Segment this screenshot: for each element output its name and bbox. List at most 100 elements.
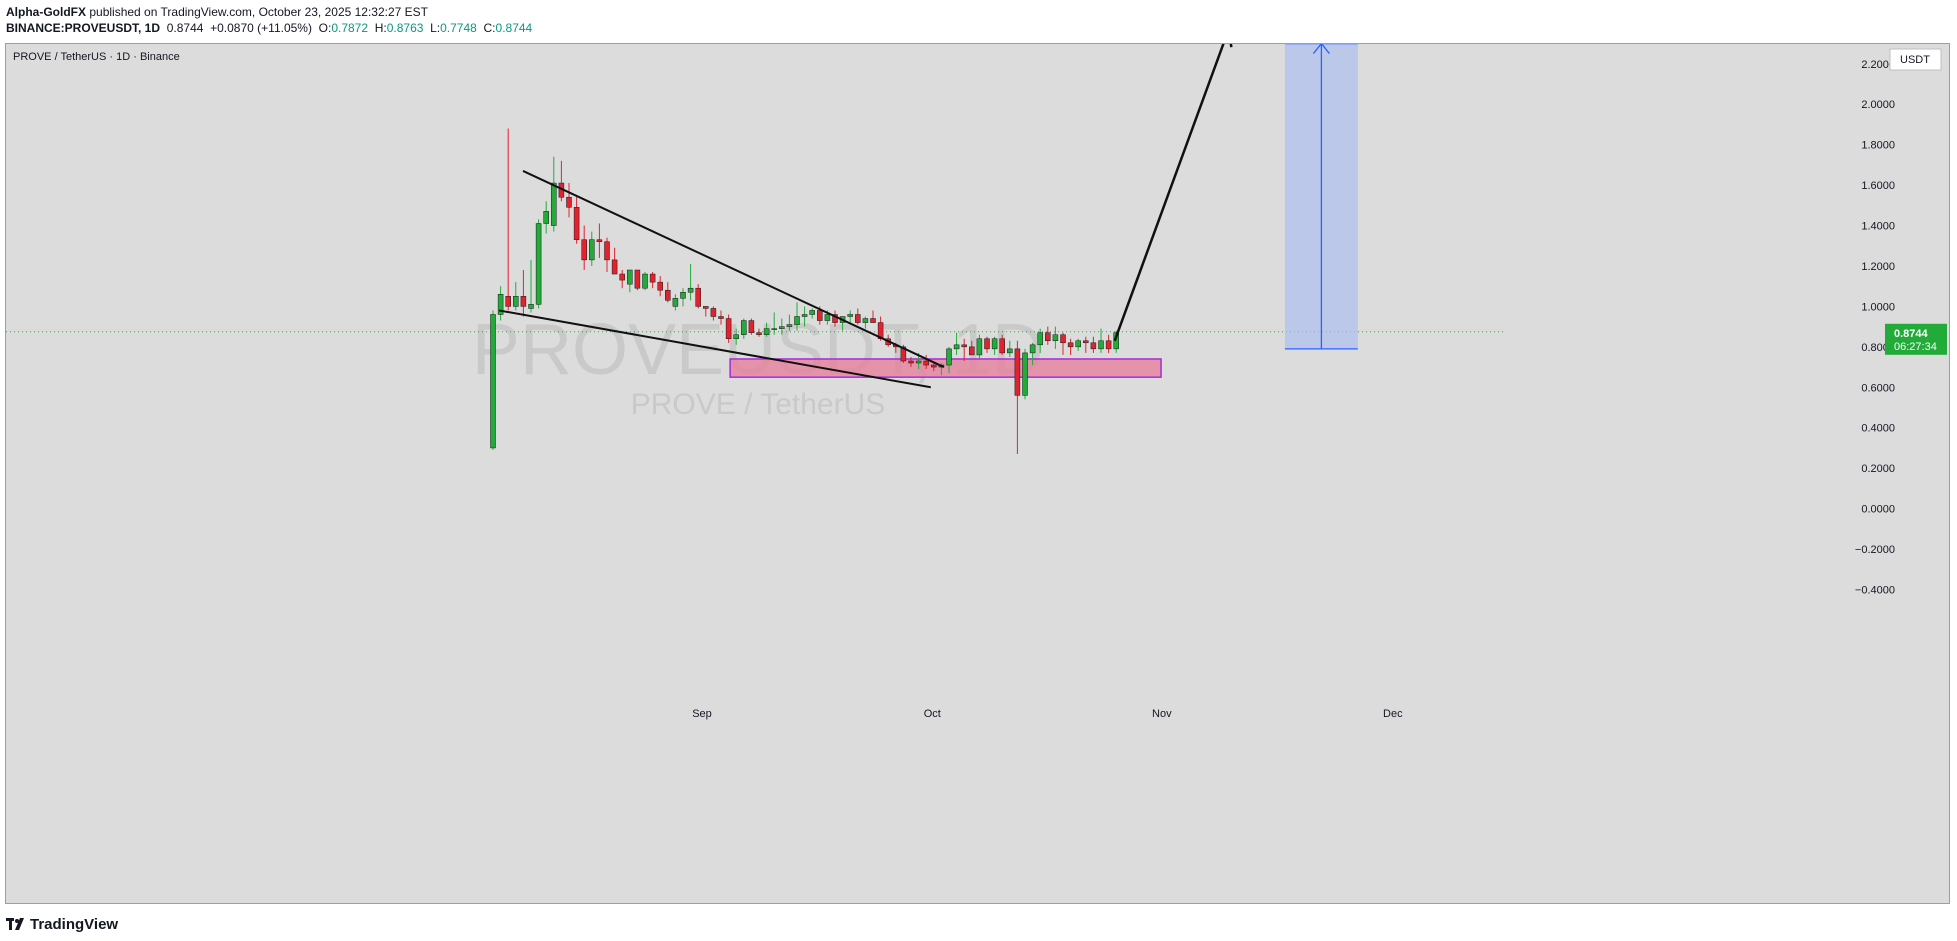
low-label: L: bbox=[430, 21, 441, 35]
price-axis-label: 0.2000 bbox=[1861, 463, 1895, 475]
candle-body bbox=[855, 314, 861, 323]
price-axis-label: 0.4000 bbox=[1861, 423, 1895, 435]
last-price: 0.8744 bbox=[166, 21, 204, 35]
candle-body bbox=[725, 318, 732, 340]
candle-body bbox=[733, 334, 739, 340]
candle-body bbox=[1090, 342, 1097, 350]
candle-body bbox=[627, 269, 633, 285]
candle-body bbox=[923, 360, 929, 366]
tradingview-brand: TradingView bbox=[30, 915, 119, 933]
candle-body bbox=[748, 320, 755, 333]
time-axis-label: Sep bbox=[692, 708, 712, 720]
low-value: 0.7748 bbox=[440, 21, 477, 35]
candle-body bbox=[900, 346, 907, 362]
candle-body bbox=[931, 364, 937, 368]
candle-body bbox=[976, 338, 983, 356]
candle-body bbox=[710, 308, 717, 317]
candle-body bbox=[991, 338, 998, 350]
candle-body bbox=[999, 338, 1005, 354]
wedge-lower-trendline[interactable] bbox=[498, 309, 931, 389]
candle-body bbox=[718, 316, 724, 319]
candle-body bbox=[619, 273, 625, 281]
time-axis-label: Oct bbox=[924, 708, 941, 720]
candle-body bbox=[786, 324, 793, 327]
current-price-tag bbox=[1885, 323, 1947, 355]
high-value: 0.8763 bbox=[386, 21, 424, 35]
candle-body bbox=[741, 320, 747, 335]
candle-body bbox=[1014, 348, 1021, 396]
currency-button[interactable] bbox=[1889, 48, 1942, 71]
price-axis-label: 1.0000 bbox=[1861, 301, 1895, 313]
candle-body bbox=[596, 239, 603, 242]
candle-body bbox=[634, 269, 641, 289]
currency-button-label: USDT bbox=[1900, 54, 1930, 66]
tradingview-logo-icon bbox=[6, 918, 24, 930]
candle-body bbox=[695, 287, 701, 307]
symbol-label: BINANCE:PROVEUSDT, 1D bbox=[6, 21, 161, 35]
candle-body bbox=[604, 241, 610, 261]
price-axis-label: 1.8000 bbox=[1861, 140, 1895, 152]
candle-body bbox=[1098, 340, 1104, 350]
price-axis-label: 1.2000 bbox=[1861, 261, 1895, 273]
candle-body bbox=[862, 318, 869, 323]
candle-body bbox=[1060, 334, 1066, 344]
candle-body bbox=[824, 314, 831, 321]
candle-body bbox=[779, 326, 785, 329]
candle-body bbox=[969, 346, 975, 356]
candle-body bbox=[520, 296, 527, 307]
candle-body bbox=[1022, 352, 1028, 396]
candle-body bbox=[581, 239, 587, 261]
wedge-upper-trendline[interactable] bbox=[522, 170, 945, 368]
bar-countdown: 06:27:34 bbox=[1894, 341, 1937, 353]
price-axis-label: 1.6000 bbox=[1861, 180, 1895, 192]
candle-body bbox=[946, 348, 952, 366]
candle-body bbox=[543, 211, 549, 224]
candle-body bbox=[756, 332, 762, 335]
candle-body bbox=[801, 314, 808, 317]
candle-body bbox=[566, 196, 572, 208]
time-axis-label: Nov bbox=[1152, 708, 1172, 720]
candle-body bbox=[642, 273, 648, 289]
close-value: 0.8744 bbox=[495, 21, 533, 35]
candle-body bbox=[611, 259, 618, 275]
candle-body bbox=[665, 289, 671, 301]
candle-body bbox=[877, 322, 884, 340]
candle-body bbox=[961, 344, 967, 348]
candle-body bbox=[1037, 332, 1043, 346]
candle-body bbox=[1007, 348, 1013, 354]
tradingview-footer: TradingView bbox=[6, 913, 118, 935]
candle-body bbox=[528, 304, 534, 309]
open-value: 0.7872 bbox=[331, 21, 369, 35]
candle-body bbox=[809, 310, 815, 315]
price-change: +0.0870 (+11.05%) bbox=[210, 21, 312, 35]
price-axis-label: 0.0000 bbox=[1861, 504, 1895, 516]
candle-body bbox=[1105, 340, 1112, 350]
price-axis-label: 0.6000 bbox=[1861, 382, 1895, 394]
candle-body bbox=[763, 328, 770, 335]
price-axis-label: 1.4000 bbox=[1861, 221, 1895, 233]
author-name[interactable]: Alpha-GoldFX bbox=[6, 5, 86, 19]
candle-body bbox=[1113, 332, 1119, 350]
chart-title: PROVE / TetherUS · 1D · Binance bbox=[13, 51, 180, 63]
price-axis-label: −0.4000 bbox=[1855, 584, 1895, 596]
projection-arrow[interactable] bbox=[1113, 44, 1229, 342]
close-label: C: bbox=[483, 21, 496, 35]
support-zone[interactable] bbox=[729, 358, 1162, 378]
candle-body bbox=[513, 296, 519, 307]
candle-body bbox=[915, 360, 922, 364]
chart-frame[interactable]: PROVEUSDT, 1D PROVE / TetherUS PROVE / Tet… bbox=[5, 43, 1950, 904]
candle-body bbox=[551, 182, 557, 226]
candle-body bbox=[1045, 332, 1051, 342]
price-axis-label: −0.2000 bbox=[1855, 544, 1895, 556]
open-label: O: bbox=[318, 21, 332, 35]
published-text: published on TradingView.com, October 23… bbox=[89, 5, 429, 19]
time-axis-label: Dec bbox=[1383, 708, 1403, 720]
candle-body bbox=[771, 328, 777, 330]
candle-body bbox=[649, 273, 656, 283]
candle-body bbox=[687, 287, 694, 293]
candle-body bbox=[680, 291, 686, 299]
ohlc-line: BINANCE:PROVEUSDT, 1D 0.8744 +0.0870 (+1… bbox=[6, 21, 532, 35]
candle-body bbox=[794, 316, 800, 325]
price-axis-label: 2.2000 bbox=[1861, 59, 1895, 71]
